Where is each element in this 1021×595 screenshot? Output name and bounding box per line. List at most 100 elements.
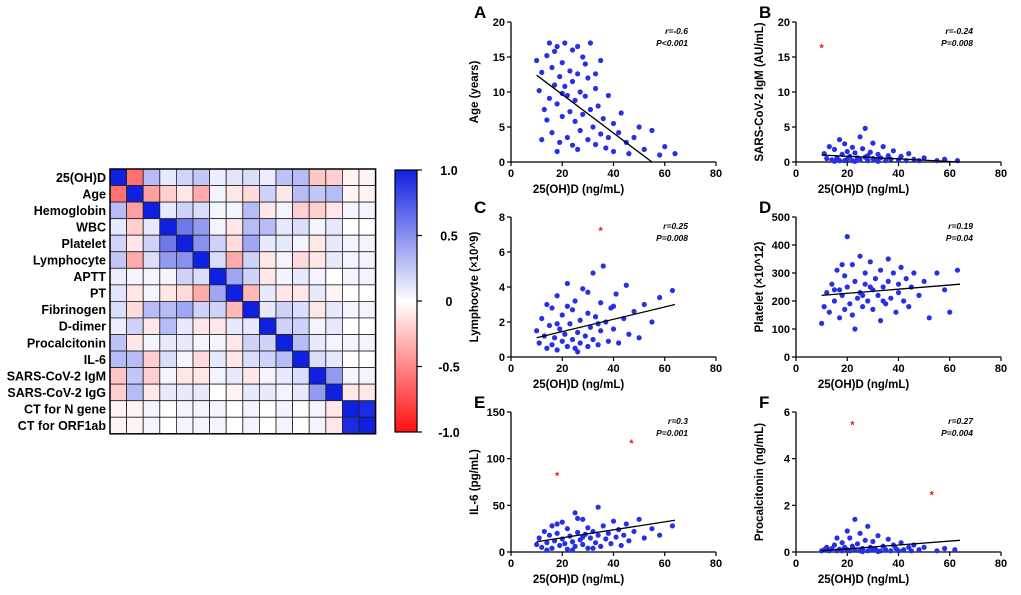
heatmap-cell [126,267,144,286]
heatmap-cell [159,300,177,319]
heatmap-cell [275,400,294,418]
heatmap-cell [109,284,128,302]
data-point [569,142,576,148]
data-point [854,295,861,301]
data-point [901,298,907,304]
heatmap-cell [126,251,144,269]
data-point [842,141,848,147]
heatmap-cell [109,367,128,385]
data-point [600,523,606,529]
data-point [608,541,614,547]
heatmap-cell [341,334,360,352]
data-point [600,116,606,122]
heatmap-cell [358,334,377,352]
scatter-panel-d: 0 20 40 60 80 0 100 200 300 400 500 25(OH)D (ng/mL)… [754,198,1007,391]
data-point [852,158,858,164]
heatmap-cell [341,400,360,418]
heatmap-cell [242,383,260,402]
heatmap-cell [109,334,128,352]
data-point [831,542,838,548]
heatmap-cell [142,400,161,418]
heatmap-cell [175,168,194,186]
heatmap-cell [341,317,360,335]
y-axis-title: Lymphocyte (×10^9) [469,231,481,342]
data-point [580,286,586,292]
data-point [862,125,868,131]
heatmap-cell [175,383,194,402]
data-point [598,131,604,137]
data-point [549,130,555,136]
data-point [626,331,632,337]
y-tick-label: 0 [784,352,790,364]
data-point [862,537,868,543]
heatmap-cell [142,350,161,368]
heatmap-cell [175,334,194,352]
data-point [554,43,560,50]
x-tick-label: 60 [659,363,671,375]
heatmap-cell [325,350,343,368]
data-point [580,111,586,117]
heatmap-cell [159,267,177,286]
heatmap-cell [325,234,343,253]
y-axis-title: Platelet (×10^12) [754,241,766,332]
heatmap-cell [308,383,327,402]
data-point [847,301,853,307]
x-axis-title: 25(OH)D (ng/mL) [818,184,910,196]
heatmap-cell [341,367,360,385]
heatmap-cell [109,185,128,203]
data-point [559,338,565,344]
heatmap-cell [242,234,260,253]
heatmap-cell [175,251,194,269]
y-tick-label: 2 [784,500,790,512]
data-point [885,278,891,284]
heatmap-cell [126,234,144,253]
heatmap-cell [225,168,244,186]
data-point [595,342,601,348]
heatmap-cell [325,251,343,269]
heatmap-cell [258,350,277,368]
x-tick-label: 80 [710,168,722,180]
data-point [557,74,563,80]
data-point [895,281,902,287]
data-point [934,270,940,276]
heatmap-cell [258,300,277,319]
data-point [875,158,881,164]
y-tick-label: 150 [487,407,505,419]
data-point [569,47,576,53]
data-point [539,544,545,550]
data-point [605,92,611,99]
y-tick-label: 0 [499,352,505,364]
data-point [849,144,855,150]
x-tick-label: 0 [793,363,799,375]
data-point [541,528,547,535]
y-tick-label: 300 [772,268,790,280]
data-point [546,95,553,101]
data-point [854,541,861,547]
y-tick-label: 0 [784,547,790,559]
heatmap-cell [325,317,343,335]
y-tick-label: 5 [784,122,790,134]
data-point [575,529,581,536]
heatmap-cell [292,284,310,302]
data-point [836,315,843,321]
y-tick-label: 20 [778,17,790,29]
heatmap-cell [192,234,211,253]
heatmap-cell [275,367,294,385]
heatmap-cell [242,284,260,302]
x-axis-title: 25(OH)D (ng/mL) [533,574,625,586]
data-point [536,340,542,346]
data-point [626,151,632,157]
heatmap-cell [175,234,194,253]
data-point [577,89,583,95]
data-point [551,335,558,341]
y-tick-label: 200 [772,296,790,308]
outlier-point: * [819,43,824,55]
data-point [921,278,927,284]
data-point [582,61,588,67]
data-point [569,547,576,553]
heatmap-cell [159,201,177,220]
data-point [605,134,611,141]
heatmap-cell [225,267,244,286]
heatmap-cell [126,383,144,402]
data-point [544,301,550,308]
